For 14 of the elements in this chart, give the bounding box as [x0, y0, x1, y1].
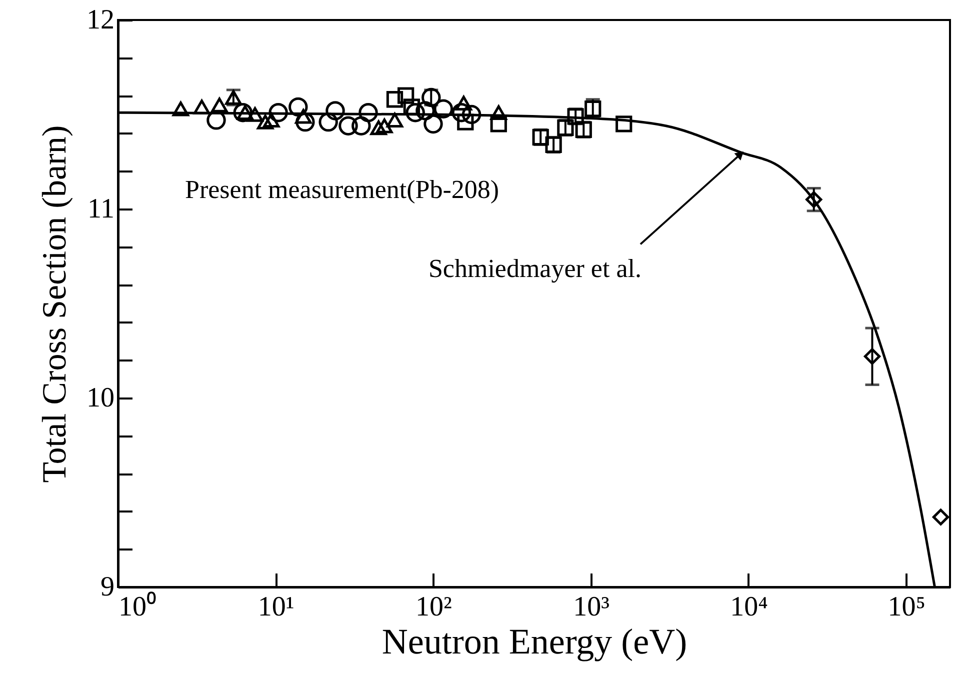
- x-tick-label: 10²: [416, 592, 452, 622]
- x-tick-label: 10³: [573, 592, 610, 622]
- y-tick-label: 12: [86, 4, 114, 36]
- x-tick-label: 10⁵: [888, 592, 926, 622]
- y-tick-label: 9: [100, 572, 114, 602]
- y-axis-title: Total Cross Section (barn): [36, 125, 74, 483]
- x-tick-label: 10¹: [258, 592, 294, 622]
- x-tick-label: 10⁴: [730, 592, 768, 622]
- y-tick-label: 11: [88, 194, 114, 224]
- x-axis-title: Neutron Energy (eV): [382, 622, 688, 662]
- y-tick-label: 10: [86, 382, 114, 414]
- x-tick-label: 10⁰: [118, 592, 156, 622]
- annotation: Schmiedmayer et al.: [428, 254, 642, 284]
- annotation: Present measurement(Pb-208): [185, 175, 500, 204]
